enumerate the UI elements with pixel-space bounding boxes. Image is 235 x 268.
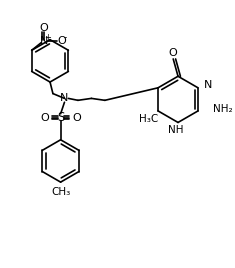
Text: O: O (40, 23, 49, 33)
Text: O: O (169, 48, 178, 58)
Text: +: + (45, 33, 51, 42)
Text: O: O (73, 113, 81, 123)
Text: O: O (57, 36, 66, 46)
Text: NH: NH (168, 125, 184, 135)
Text: -: - (64, 33, 67, 42)
Text: N: N (40, 36, 48, 46)
Text: NH₂: NH₂ (213, 104, 233, 114)
Text: N: N (204, 80, 212, 90)
Text: O: O (40, 113, 49, 123)
Text: S: S (57, 111, 64, 124)
Text: N: N (60, 93, 69, 103)
Text: H₃C: H₃C (139, 114, 158, 124)
Text: CH₃: CH₃ (51, 187, 70, 197)
